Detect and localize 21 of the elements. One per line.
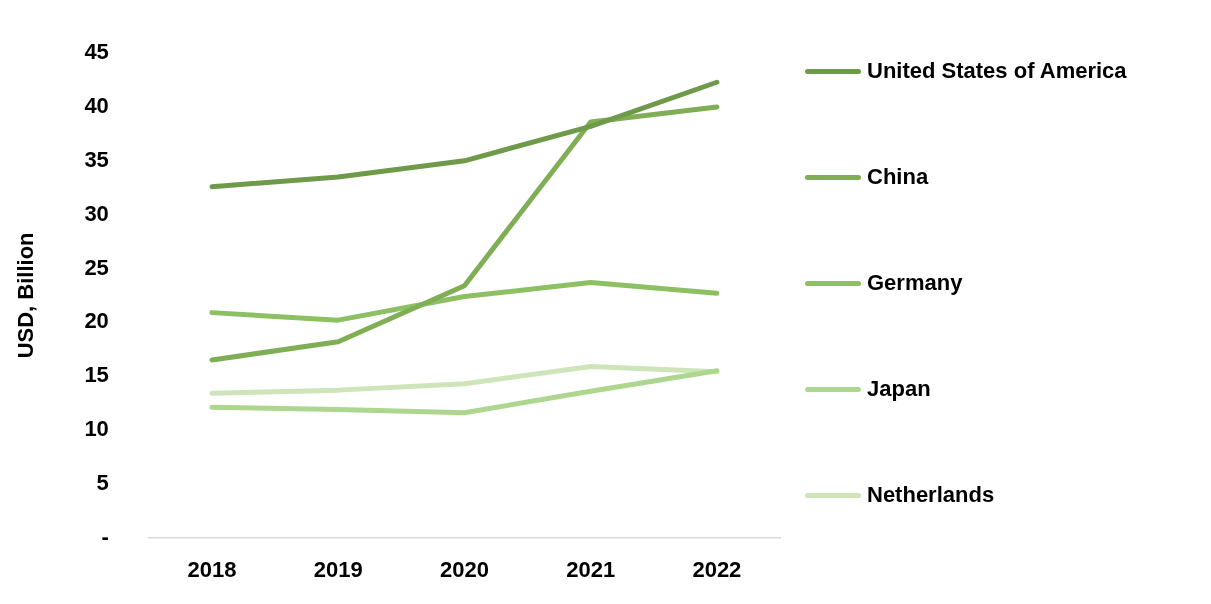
x-tick-label: 2022 [692,556,742,582]
legend-label: Netherlands [867,482,995,508]
x-tick-label: 2019 [313,556,363,582]
y-tick-label: 40 [84,93,109,119]
y-tick-label: 5 [96,469,109,495]
y-tick-label: 45 [84,39,109,65]
legend-label: Japan [867,376,931,402]
y-tick-label: 25 [84,254,109,280]
legend-label: China [867,164,929,190]
y-tick-label: 10 [84,416,109,442]
y-tick-label: 15 [84,362,109,388]
y-tick-label: 20 [84,308,109,334]
legend-label: United States of America [867,58,1127,84]
x-tick-label: 2020 [439,556,489,582]
x-tick-label: 2018 [187,556,237,582]
legend-label: Germany [867,270,963,296]
y-tick-label: 30 [84,200,109,226]
y-axis-title: USD, Billion [13,232,39,359]
x-tick-label: 2021 [566,556,616,582]
y-tick-label: 35 [84,146,109,172]
y-tick-label: - [101,523,109,549]
